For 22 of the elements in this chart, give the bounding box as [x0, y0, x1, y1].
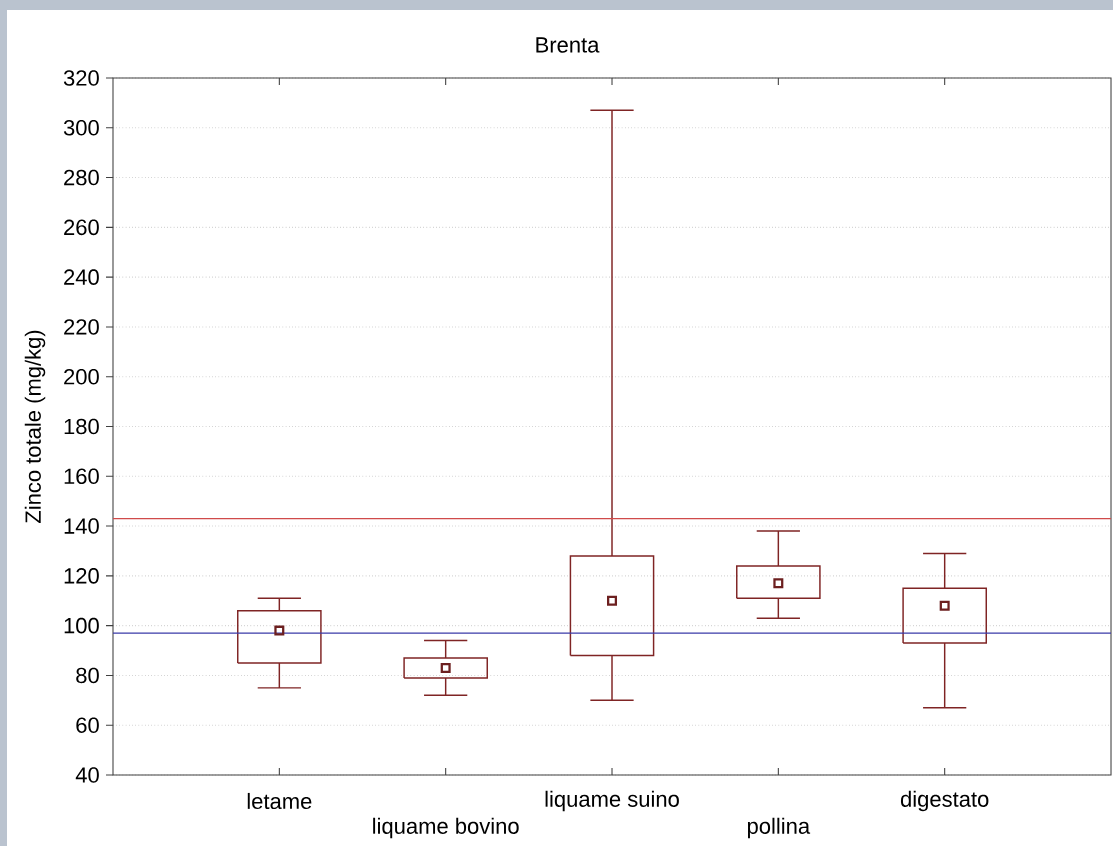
y-tick-label: 100: [64, 617, 99, 634]
y-tick-label: 120: [64, 568, 99, 584]
chart-title: Brenta: [536, 37, 600, 53]
y-tick-label: 40: [75, 767, 99, 783]
y-axis-title: Zinco totale (mg/kg): [24, 330, 46, 524]
y-tick-label: 180: [64, 418, 99, 435]
y-tick-label: 220: [64, 319, 99, 335]
x-tick-label: letame: [247, 792, 312, 810]
y-tick-label: 280: [64, 169, 99, 186]
x-tick-label: liquame suino: [545, 790, 679, 812]
y-tick-label: 140: [64, 518, 99, 534]
y-tick-label: 300: [63, 119, 99, 136]
y-tick-label: 80: [76, 667, 99, 684]
x-tick-label: pollina: [747, 817, 811, 839]
y-tick-label: 240: [64, 269, 99, 285]
y-tick-label: 160: [64, 468, 99, 485]
x-tick-label: liquame bovino: [373, 817, 519, 839]
y-tick-label: 320: [63, 70, 99, 86]
y-tick-label: 60: [76, 717, 99, 733]
y-tick-label: 260: [64, 219, 99, 236]
y-tick-label: 200: [64, 368, 99, 385]
x-tick-label: digestato: [900, 790, 989, 812]
